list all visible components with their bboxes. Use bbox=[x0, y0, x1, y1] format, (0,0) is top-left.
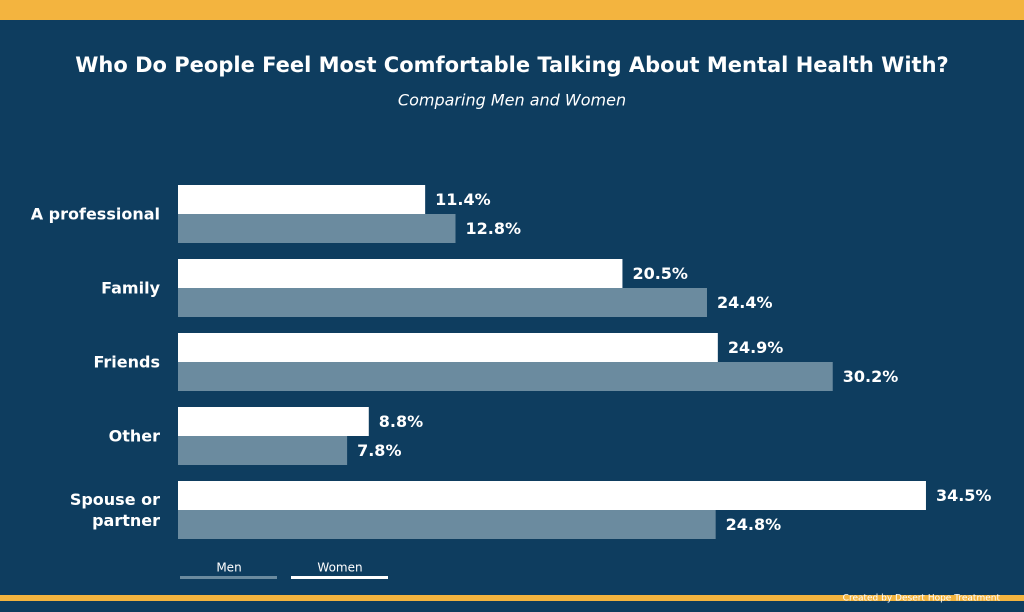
value-label: 20.5% bbox=[632, 264, 688, 283]
bottom-band bbox=[0, 595, 1024, 601]
value-label: 8.8% bbox=[379, 412, 423, 431]
bar bbox=[178, 259, 623, 288]
category-label: Family bbox=[101, 278, 160, 298]
bar bbox=[178, 510, 716, 539]
value-label: 12.8% bbox=[466, 219, 522, 238]
category-label: Other bbox=[108, 426, 160, 446]
value-label: 24.4% bbox=[717, 293, 773, 312]
value-label: 7.8% bbox=[357, 441, 401, 460]
bar bbox=[178, 333, 718, 362]
category-label: A professional bbox=[30, 204, 160, 224]
legend-swatch bbox=[291, 576, 388, 579]
category-label: Spouse or partner bbox=[69, 490, 160, 530]
top-band bbox=[0, 0, 1024, 20]
value-label: 30.2% bbox=[843, 367, 899, 386]
legend-label: Men bbox=[216, 561, 241, 575]
value-label: 24.9% bbox=[728, 338, 784, 357]
value-label: 11.4% bbox=[435, 190, 491, 209]
legend-swatch bbox=[180, 576, 277, 579]
category-label: Friends bbox=[93, 352, 161, 372]
value-label: 34.5% bbox=[936, 486, 992, 505]
chart-subtitle: Comparing Men and Women bbox=[398, 91, 626, 110]
bar bbox=[178, 436, 348, 465]
bar bbox=[178, 362, 833, 391]
legend-label: Women bbox=[317, 561, 362, 575]
bar bbox=[178, 481, 926, 510]
bar bbox=[178, 185, 426, 214]
chart-title: Who Do People Feel Most Comfortable Talk… bbox=[75, 53, 948, 77]
bar bbox=[178, 214, 456, 243]
footer: Created by Desert Hope Treatment bbox=[843, 594, 1001, 604]
value-label: 24.8% bbox=[726, 515, 782, 534]
bar bbox=[178, 407, 369, 436]
bar bbox=[178, 288, 707, 317]
